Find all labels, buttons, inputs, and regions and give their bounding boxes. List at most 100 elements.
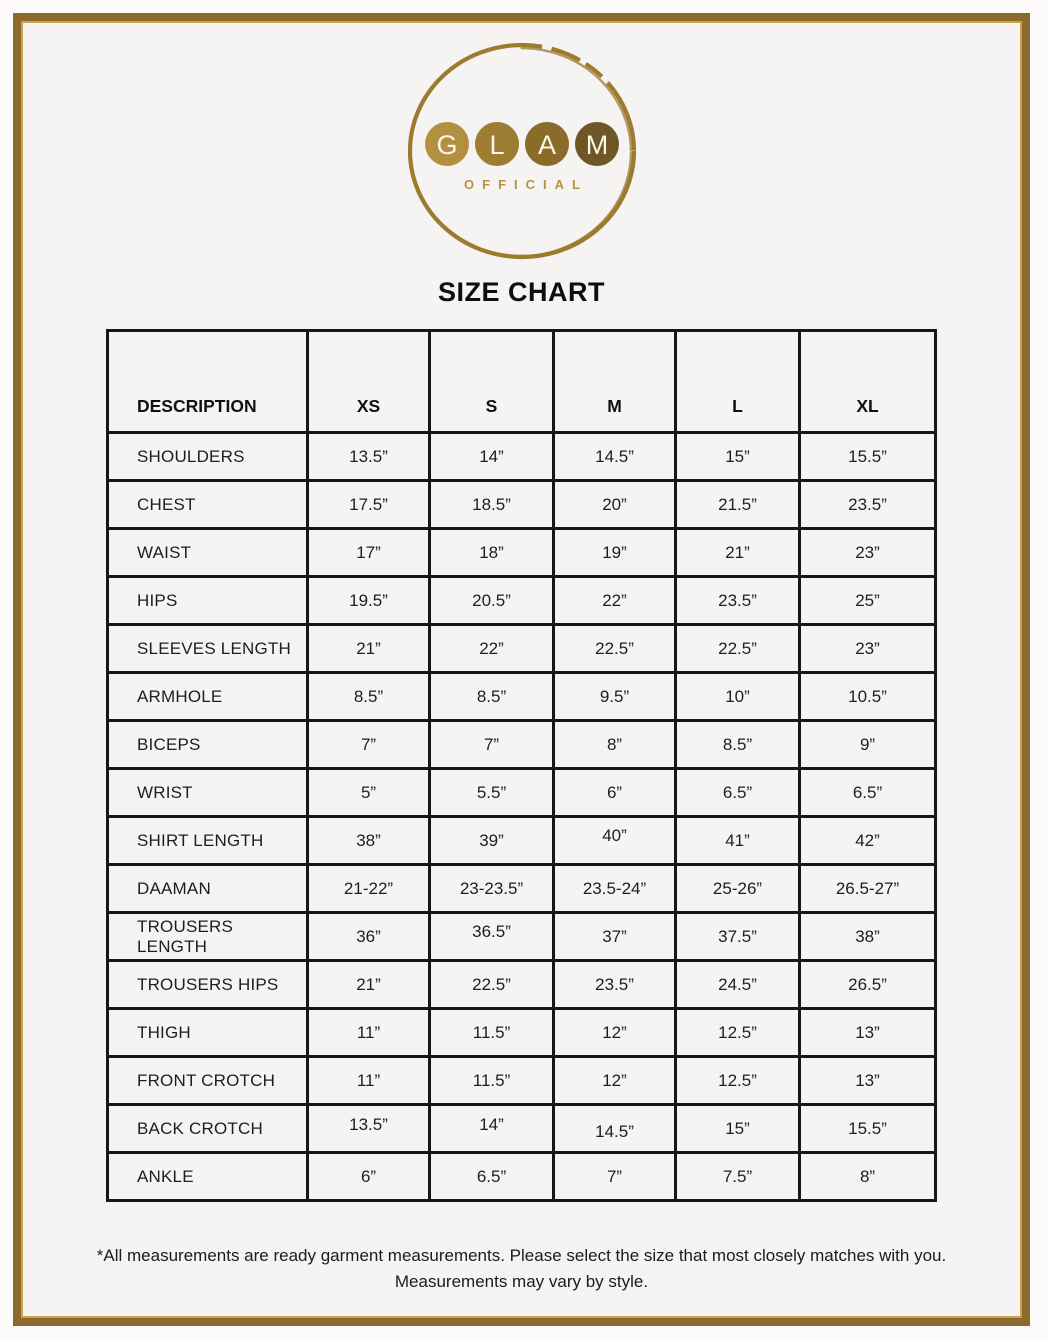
row-value: 8.5” [428, 671, 555, 722]
row-value: 23” [798, 527, 937, 578]
row-value: 26.5” [798, 959, 937, 1010]
row-value: 7” [428, 719, 555, 770]
row-label: THIGH [106, 1007, 309, 1058]
table-row: TROUSERS HIPS 21” 22.5” 23.5” 24.5” 26.5” [106, 959, 937, 1010]
row-value: 11” [306, 1007, 431, 1058]
row-label: FRONT CROTCH [106, 1055, 309, 1106]
glam-logo-icon: G L A M OFFICIAL [407, 42, 636, 260]
row-value: 20.5” [428, 575, 555, 626]
row-value: 20” [552, 479, 677, 530]
row-value: 14” [428, 1103, 555, 1154]
row-value: 13” [798, 1007, 937, 1058]
row-value: 15” [674, 431, 801, 482]
row-value: 13.5” [306, 1103, 431, 1154]
row-value: 15” [674, 1103, 801, 1154]
row-label: DAAMAN [106, 863, 309, 914]
row-label: ANKLE [106, 1151, 309, 1202]
size-table-body: SHOULDERS 13.5” 14” 14.5” 15” 15.5” CHEST 17.5”… [106, 431, 937, 1202]
row-value: 15.5” [798, 1103, 937, 1154]
row-value: 8.5” [674, 719, 801, 770]
row-value: 12.5” [674, 1007, 801, 1058]
row-label: BACK CROTCH [106, 1103, 309, 1154]
size-chart-table: DESCRIPTION XS S M L XL SHOULDERS 13.5” 14… [106, 329, 937, 1202]
row-value: 19.5” [306, 575, 431, 626]
row-value: 5.5” [428, 767, 555, 818]
row-value: 8” [798, 1151, 937, 1202]
row-value: 14” [428, 431, 555, 482]
table-row: TROUSERS LENGTH 36” 36.5” 37” 37.5” 38” [106, 911, 937, 962]
row-value: 38” [798, 911, 937, 962]
row-value: 26.5-27” [798, 863, 937, 914]
row-value: 21” [306, 623, 431, 674]
logo-subtitle: OFFICIAL [464, 177, 588, 192]
row-value: 22.5” [552, 623, 677, 674]
page-title: SIZE CHART [438, 277, 605, 307]
row-value: 37.5” [674, 911, 801, 962]
logo-circle-g [424, 122, 469, 166]
row-label: ARMHOLE [106, 671, 309, 722]
row-value: 13” [798, 1055, 937, 1106]
row-value: 8.5” [306, 671, 431, 722]
page-content: G L A M OFFICIAL SIZE CHART DESCRIPTION … [21, 33, 1022, 1330]
table-row: WAIST 17” 18” 19” 21” 23” [106, 527, 937, 578]
header-row: DESCRIPTION XS S M L XL [106, 329, 937, 434]
footnote-line-2: Measurements may vary by style. [394, 1272, 649, 1292]
row-label: SLEEVES LENGTH [106, 623, 309, 674]
row-value: 23.5” [552, 959, 677, 1010]
table-row: FRONT CROTCH 11” 11.5” 12” 12.5” 13” [106, 1055, 937, 1106]
row-value: 23.5” [798, 479, 937, 530]
footnote: *All measurements are ready garment meas… [72, 1243, 972, 1296]
row-value: 36.5” [428, 911, 555, 962]
row-value: 6.5” [798, 767, 937, 818]
row-label: TROUSERS LENGTH [106, 911, 309, 962]
row-value: 10.5” [798, 671, 937, 722]
row-value: 36” [306, 911, 431, 962]
row-value: 7” [306, 719, 431, 770]
row-value: 23” [798, 623, 937, 674]
row-value: 21-22” [306, 863, 431, 914]
row-label: SHIRT LENGTH [106, 815, 309, 866]
row-value: 7.5” [674, 1151, 801, 1202]
table-row: CHEST 17.5” 18.5” 20” 21.5” 23.5” [106, 479, 937, 530]
row-value: 15.5” [798, 431, 937, 482]
column-header-xl: XL [798, 329, 937, 434]
column-header-s: S [428, 329, 555, 434]
column-header-l: L [674, 329, 801, 434]
row-value: 22” [428, 623, 555, 674]
row-value: 25-26” [674, 863, 801, 914]
row-value: 14.5” [552, 431, 677, 482]
table-row: THIGH 11” 11.5” 12” 12.5” 13” [106, 1007, 937, 1058]
row-value: 12” [552, 1055, 677, 1106]
row-value: 11.5” [428, 1055, 555, 1106]
row-value: 6” [306, 1151, 431, 1202]
row-value: 40” [552, 815, 677, 866]
row-label: SHOULDERS [106, 431, 309, 482]
row-value: 9” [798, 719, 937, 770]
row-value: 18” [428, 527, 555, 578]
gold-frame: G L A M OFFICIAL SIZE CHART DESCRIPTION … [13, 13, 1030, 1326]
logo-circle-a [524, 122, 569, 166]
table-row: SHOULDERS 13.5” 14” 14.5” 15” 15.5” [106, 431, 937, 482]
footnote-line-1: *All measurements are ready garment meas… [96, 1246, 947, 1265]
row-value: 9.5” [552, 671, 677, 722]
row-value: 38” [306, 815, 431, 866]
column-header-xs: XS [306, 329, 431, 434]
row-label: TROUSERS HIPS [106, 959, 309, 1010]
row-value: 24.5” [674, 959, 801, 1010]
row-value: 41” [674, 815, 801, 866]
row-value: 39” [428, 815, 555, 866]
row-value: 21” [674, 527, 801, 578]
row-value: 11” [306, 1055, 431, 1106]
row-value: 14.5” [552, 1103, 677, 1154]
row-label: WRIST [106, 767, 309, 818]
row-value: 6.5” [674, 767, 801, 818]
row-value: 37” [552, 911, 677, 962]
table-row: SHIRT LENGTH 38” 39” 40” 41” 42” [106, 815, 937, 866]
logo-letter-a: A [537, 130, 555, 160]
row-value: 12.5” [674, 1055, 801, 1106]
row-value: 17.5” [306, 479, 431, 530]
table-row: SLEEVES LENGTH 21” 22” 22.5” 22.5” 23” [106, 623, 937, 674]
row-value: 22” [552, 575, 677, 626]
logo-circle-l [474, 122, 519, 166]
row-value: 17” [306, 527, 431, 578]
